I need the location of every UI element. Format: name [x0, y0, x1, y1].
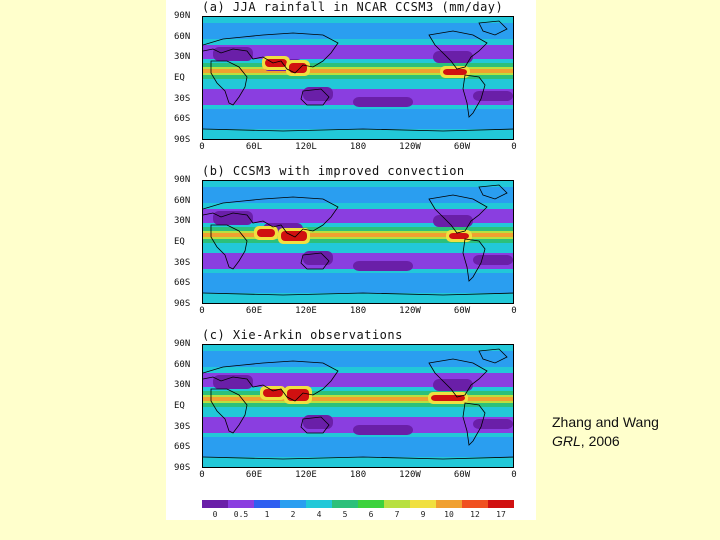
colorbar-segment [202, 500, 229, 508]
latitude-label: 90N [174, 11, 191, 21]
map-canvas [203, 345, 513, 467]
longitude-label: 120W [399, 142, 421, 152]
colorbar-segment [280, 500, 307, 508]
longitude-label: 120E [295, 306, 317, 316]
longitude-label: 180 [349, 142, 367, 152]
latitude-label: 30N [174, 52, 191, 63]
map-canvas [203, 181, 513, 303]
colorbar-segment [332, 500, 359, 508]
citation-authors: Zhang and Wang [552, 414, 659, 430]
longitude-label: 60E [245, 306, 263, 316]
rainfall-figure: (a) JJA rainfall in NCAR CCSM3 (mm/day) 9… [166, 0, 536, 520]
colorbar-level-label: 0 [212, 510, 218, 519]
colorbar-level-label: 0.5 [233, 510, 249, 519]
colorbar-segment [462, 500, 489, 508]
latitude-label: 90S [174, 299, 191, 309]
longitude-label: 0 [199, 470, 205, 480]
latitude-label: 60N [174, 195, 191, 206]
colorbar-segment [384, 500, 411, 508]
colorbar-segment [436, 500, 463, 508]
latitude-label: 90S [174, 463, 191, 473]
longitude-label: 120W [399, 306, 421, 316]
longitude-label: 60L [245, 142, 263, 152]
colorbar-level-label: 6 [368, 510, 374, 519]
colorbar-level-label: 4 [316, 510, 322, 519]
colorbar-level-label: 1 [264, 510, 270, 519]
colorbar-level-label: 2 [290, 510, 296, 519]
latitude-label: EQ [174, 401, 185, 411]
panel-title: (a) JJA rainfall in NCAR CCSM3 (mm/day) [202, 0, 504, 14]
longitude-label: 60E [245, 470, 263, 480]
latitude-label: 60S [174, 114, 191, 125]
latitude-label: 30S [174, 93, 191, 104]
latitude-label: 30N [174, 380, 191, 391]
latitude-label: 90S [174, 135, 191, 145]
longitude-label: 180 [349, 470, 367, 480]
longitude-label: 0 [199, 306, 205, 316]
citation-journal: GRL [552, 433, 581, 449]
longitude-label: 0 [199, 142, 205, 152]
citation-year: , 2006 [580, 433, 620, 449]
colorbar-level-label: 7 [394, 510, 400, 519]
latitude-label: EQ [174, 237, 185, 247]
colorbar-level-label: 5 [342, 510, 348, 519]
longitude-label: 120W [399, 470, 421, 480]
latitude-label: EQ [174, 73, 185, 83]
colorbar-level-label: 17 [496, 510, 506, 519]
longitude-label: 180 [349, 306, 367, 316]
colorbar-level-label: 12 [470, 510, 480, 519]
colorbar-segment [358, 500, 385, 508]
rainfall-map-improved [202, 180, 514, 304]
rainfall-map-obs [202, 344, 514, 468]
citation: Zhang and Wang GRL, 2006 [552, 413, 659, 451]
latitude-label: 60N [174, 31, 191, 42]
colorbar-level-label: 9 [420, 510, 426, 519]
panel-title: (b) CCSM3 with improved convection [202, 164, 465, 178]
colorbar-segment [306, 500, 333, 508]
longitude-label: 120L [295, 142, 317, 152]
latitude-label: 30S [174, 257, 191, 268]
colorbar-level-label: 10 [444, 510, 454, 519]
latitude-label: 90N [174, 339, 191, 349]
latitude-label: 60N [174, 359, 191, 370]
colorbar-segment [228, 500, 255, 508]
longitude-label: 60W [453, 306, 471, 316]
colorbar [202, 500, 514, 508]
latitude-label: 90N [174, 175, 191, 185]
longitude-label: 0 [511, 306, 517, 316]
rainfall-map-ccsm3 [202, 16, 514, 140]
citation-journal-line: GRL, 2006 [552, 432, 659, 451]
latitude-label: 30S [174, 421, 191, 432]
latitude-label: 60S [174, 442, 191, 453]
longitude-label: 120E [295, 470, 317, 480]
longitude-label: 0 [511, 142, 517, 152]
longitude-label: 0 [511, 470, 517, 480]
panel-title: (c) Xie-Arkin observations [202, 328, 403, 342]
latitude-label: 60S [174, 278, 191, 289]
map-canvas [203, 17, 513, 139]
colorbar-segment [488, 500, 514, 508]
latitude-label: 30N [174, 216, 191, 227]
colorbar-segment [254, 500, 281, 508]
longitude-label: 60W [453, 470, 471, 480]
longitude-label: 60W [453, 142, 471, 152]
colorbar-segment [410, 500, 437, 508]
